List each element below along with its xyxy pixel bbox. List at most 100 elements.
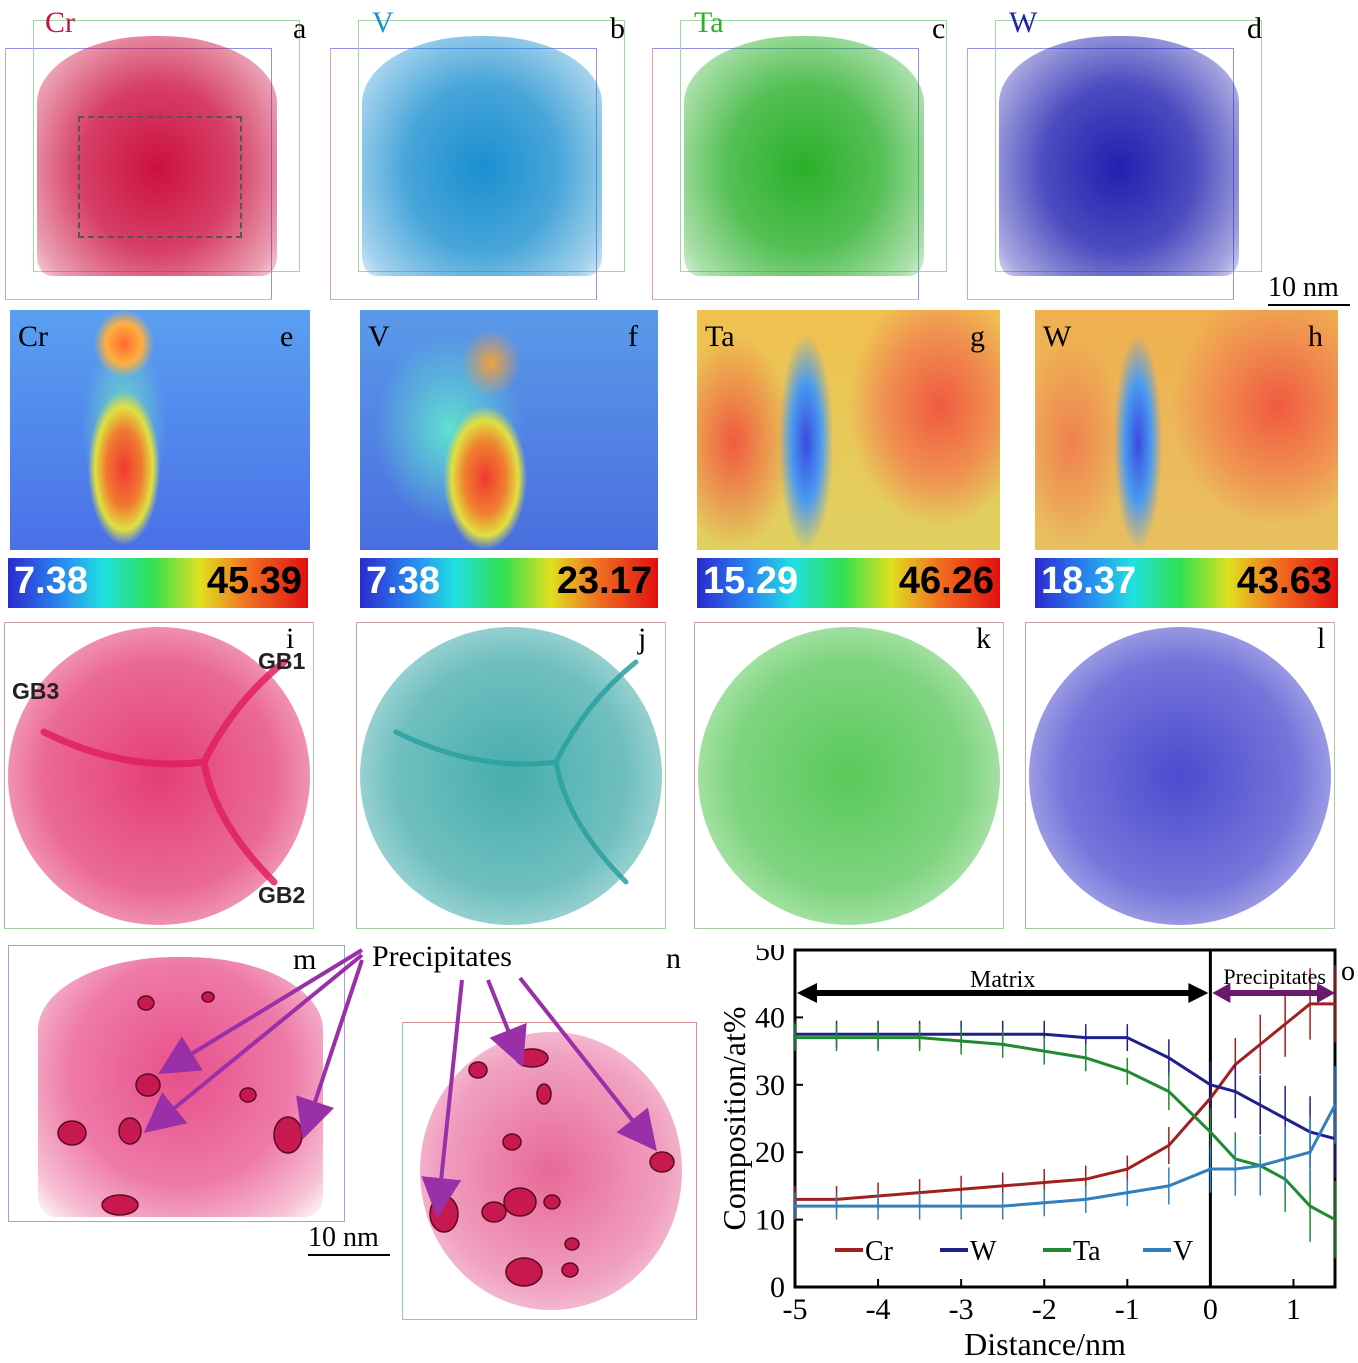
panel-c: Ta c bbox=[652, 6, 962, 303]
colorbar-min: 7.38 bbox=[14, 560, 88, 602]
gb1-label: GB1 bbox=[258, 648, 306, 674]
panel-label-o: o bbox=[1341, 956, 1355, 987]
x-tick-label: -1 bbox=[1115, 1293, 1140, 1326]
scale-bar-m: 10 nm bbox=[308, 1222, 390, 1256]
element-label: Ta bbox=[705, 320, 735, 353]
panel-b: V b bbox=[330, 6, 640, 303]
precipitates-label: Precipitates bbox=[372, 940, 512, 973]
element-label: W bbox=[1043, 320, 1072, 353]
series-cr bbox=[795, 1002, 1335, 1201]
panel-label: f bbox=[628, 320, 638, 353]
colorbar: 15.29 46.26 bbox=[697, 558, 1000, 608]
colorbar-max: 45.39 bbox=[206, 560, 302, 602]
bounding-box bbox=[694, 622, 1004, 929]
panel-n bbox=[402, 1022, 697, 1320]
panel-label: d bbox=[1247, 12, 1262, 45]
panel-label: b bbox=[610, 12, 625, 45]
colorbar: 7.38 45.39 bbox=[8, 558, 308, 608]
x-tick-label: -3 bbox=[949, 1293, 974, 1326]
grain-boundaries bbox=[393, 659, 639, 885]
precipitates-arrowhead-left bbox=[1212, 983, 1231, 1003]
colorbar-min: 15.29 bbox=[703, 560, 799, 602]
series-v bbox=[795, 1104, 1337, 1208]
v-atom-cloud bbox=[362, 36, 602, 276]
matrix-label: Matrix bbox=[970, 967, 1035, 993]
precipitate-blobs bbox=[429, 1048, 675, 1287]
x-axis-label: Distance/nm bbox=[964, 1326, 1126, 1362]
colorbar: 18.37 43.63 bbox=[1035, 558, 1338, 608]
panel-d: W d bbox=[967, 6, 1277, 303]
panel-label: e bbox=[280, 320, 294, 353]
gb3-label: GB3 bbox=[12, 678, 60, 704]
atom-disc bbox=[360, 627, 662, 925]
legend-label-cr: Cr bbox=[865, 1236, 894, 1267]
x-tick-label: -2 bbox=[1032, 1293, 1057, 1326]
precipitates-chart-label: Precipitates bbox=[1223, 964, 1326, 989]
element-label: Cr bbox=[45, 6, 75, 39]
panel-label: j bbox=[638, 622, 647, 655]
x-tick-label: -5 bbox=[783, 1293, 808, 1326]
y-tick-label: 10 bbox=[755, 1204, 785, 1237]
colorbar: 7.38 23.17 bbox=[360, 558, 658, 608]
panel-label-n: n bbox=[666, 942, 681, 975]
panel-label: i bbox=[286, 622, 295, 655]
panel-l: l bbox=[1025, 622, 1340, 932]
concentration-map bbox=[1035, 310, 1338, 550]
colorbar-max: 23.17 bbox=[556, 560, 652, 602]
y-tick-label: 50 bbox=[755, 945, 785, 967]
concentration-map bbox=[360, 310, 658, 550]
legend-label-ta: Ta bbox=[1073, 1236, 1101, 1267]
y-tick-label: 0 bbox=[770, 1271, 785, 1304]
panel-label-m: m bbox=[293, 943, 317, 976]
element-label: V bbox=[372, 6, 394, 39]
legend-label-v: V bbox=[1173, 1236, 1193, 1267]
y-tick-label: 30 bbox=[755, 1069, 785, 1102]
panel-h: W h 18.37 43.63 bbox=[1035, 310, 1338, 610]
x-tick-label: 1 bbox=[1286, 1293, 1301, 1326]
series-ta bbox=[795, 1036, 1336, 1221]
bounding-box bbox=[356, 622, 666, 929]
panel-f: V f 7.38 23.17 bbox=[360, 310, 658, 610]
w-atom-cloud bbox=[999, 36, 1239, 276]
selection-box bbox=[78, 116, 242, 238]
bounding-box bbox=[4, 622, 314, 929]
atom-disc bbox=[1029, 627, 1331, 925]
panel-m: m bbox=[8, 943, 358, 1255]
precipitates-arrowhead-right bbox=[1317, 983, 1335, 1003]
grain-boundaries bbox=[40, 658, 288, 886]
panel-label: g bbox=[970, 320, 985, 353]
series-w bbox=[795, 1032, 1336, 1141]
y-tick-label: 40 bbox=[755, 1001, 785, 1034]
panel-label: c bbox=[932, 12, 946, 45]
x-tick-label: -4 bbox=[866, 1293, 891, 1326]
scale-bar-top: 10 nm bbox=[1268, 272, 1350, 306]
matrix-arrowhead-right bbox=[1188, 983, 1209, 1003]
panel-e: Cr e 7.38 45.39 bbox=[8, 310, 310, 610]
panel-j: j bbox=[356, 622, 671, 932]
concentration-map bbox=[697, 310, 1000, 550]
composition-chart: 0 10 20 30 40 50 -5 -4 -3 -2 -1 0 1 Distance/nm Compos… bbox=[720, 945, 1355, 1362]
colorbar-max: 46.26 bbox=[898, 560, 994, 602]
matrix-arrowhead-left bbox=[797, 983, 817, 1003]
colorbar-min: 7.38 bbox=[366, 560, 440, 602]
y-tick-label: 20 bbox=[755, 1136, 785, 1169]
atom-disc bbox=[8, 627, 310, 925]
colorbar-min: 18.37 bbox=[1041, 560, 1137, 602]
panel-label: a bbox=[293, 12, 307, 45]
y-axis-label: Composition/at% bbox=[720, 1007, 752, 1231]
element-label: Ta bbox=[694, 6, 724, 39]
concentration-map bbox=[10, 310, 310, 550]
precipitate-blobs bbox=[57, 991, 303, 1216]
colorbar-max: 43.63 bbox=[1236, 560, 1332, 602]
element-label: W bbox=[1009, 6, 1038, 39]
panel-label: h bbox=[1308, 320, 1323, 353]
element-label: V bbox=[368, 320, 390, 353]
ta-atom-cloud bbox=[684, 36, 924, 276]
x-tick-label: 0 bbox=[1203, 1293, 1218, 1326]
element-label: Cr bbox=[18, 320, 48, 353]
gb2-label: GB2 bbox=[258, 882, 306, 908]
atom-disc bbox=[698, 627, 1000, 925]
panel-label: k bbox=[976, 622, 991, 655]
panel-k: k bbox=[694, 622, 1009, 932]
legend-label-w: W bbox=[970, 1236, 997, 1267]
